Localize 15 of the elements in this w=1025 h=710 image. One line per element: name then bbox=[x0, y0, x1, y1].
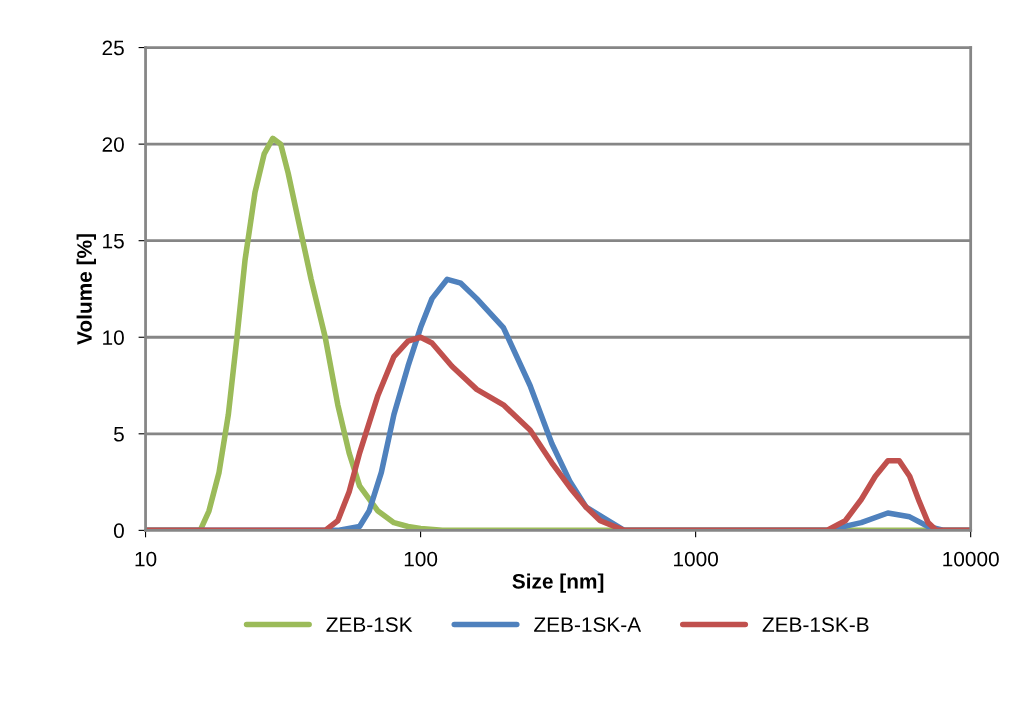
y-tick-label: 5 bbox=[113, 427, 124, 442]
x-tick-label: 1000 bbox=[674, 551, 718, 567]
x-tick-label: 100 bbox=[404, 551, 438, 567]
legend-label: ZEB-1SK-A bbox=[534, 617, 642, 633]
y-axis-title: Volume [%] bbox=[76, 234, 96, 345]
legend-label: ZEB-1SK-B bbox=[762, 617, 869, 633]
y-tick-label: 25 bbox=[102, 40, 124, 56]
x-tick-label: 10 bbox=[135, 551, 157, 567]
y-tick-label: 10 bbox=[103, 330, 124, 345]
x-axis-title: Size [nm] bbox=[512, 573, 604, 593]
y-tick-label: 15 bbox=[103, 233, 124, 249]
y-tick-label: 0 bbox=[113, 523, 124, 539]
x-tick-label: 10000 bbox=[943, 551, 999, 567]
y-tick-label: 20 bbox=[102, 137, 124, 152]
legend-label: ZEB-1SK bbox=[326, 617, 413, 633]
